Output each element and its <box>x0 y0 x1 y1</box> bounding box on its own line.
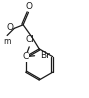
Text: O: O <box>7 23 14 32</box>
Text: m: m <box>3 37 11 46</box>
Text: Cl: Cl <box>26 35 35 44</box>
Text: Br: Br <box>40 51 50 60</box>
Text: C: C <box>23 52 29 61</box>
Text: O: O <box>25 2 32 11</box>
